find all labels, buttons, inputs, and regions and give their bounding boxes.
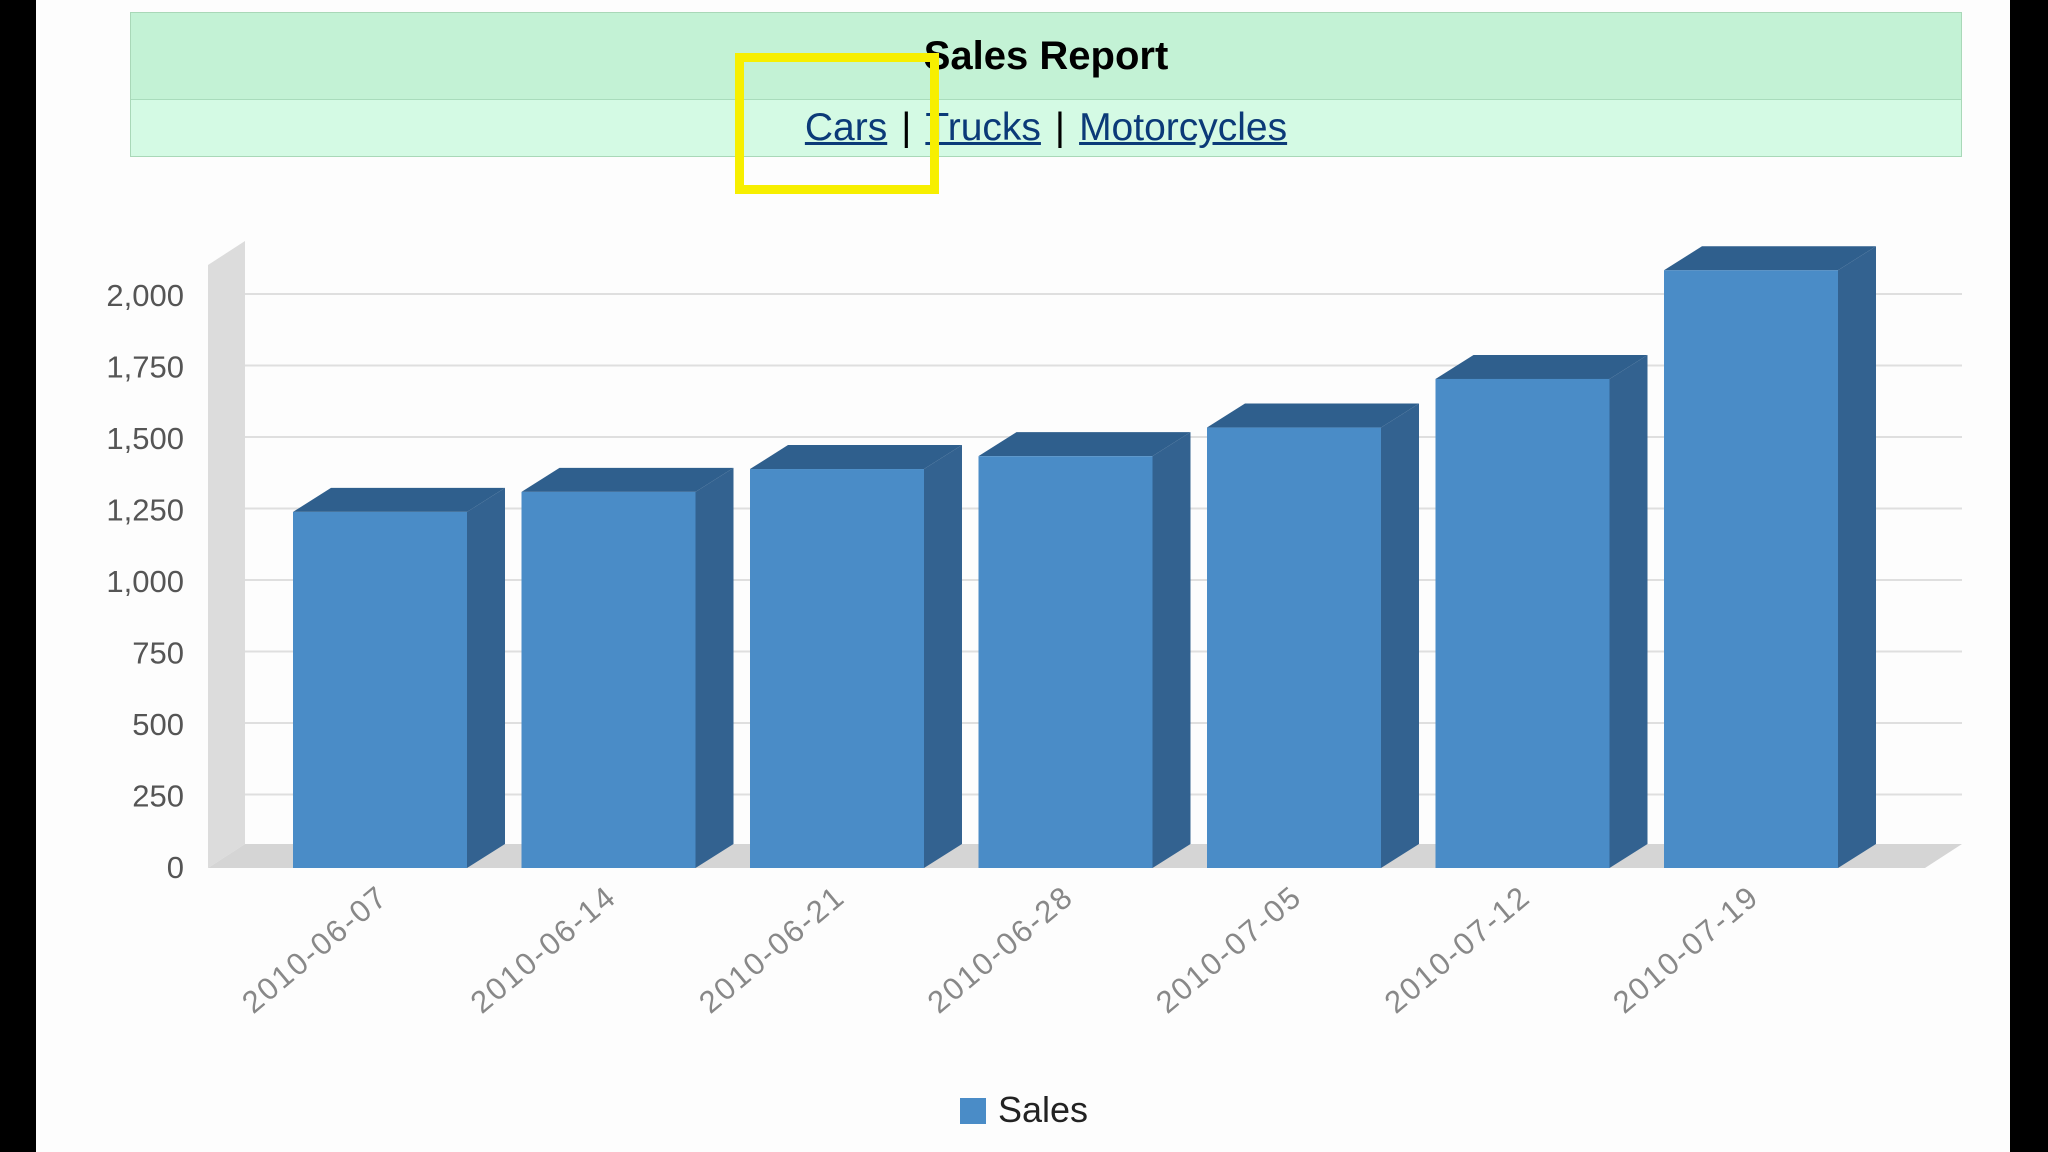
x-tick-label: 2010-07-05 [1149, 879, 1308, 1021]
nav-link-trucks[interactable]: Trucks [925, 106, 1041, 149]
bar-side [467, 487, 505, 868]
legend-swatch [960, 1098, 986, 1124]
bar-side [1838, 246, 1876, 868]
legend-label: Sales [998, 1089, 1088, 1130]
bar-top [1664, 246, 1876, 271]
bar-top [750, 445, 962, 470]
y-tick-label: 1,000 [106, 564, 184, 599]
y-tick-label: 1,750 [106, 350, 184, 385]
x-tick-label: 2010-06-14 [464, 879, 623, 1021]
y-tick-label: 1,250 [106, 493, 184, 528]
y-tick-label: 250 [132, 779, 184, 814]
chart-left-wall [208, 241, 245, 868]
x-tick-label: 2010-06-07 [235, 879, 394, 1021]
bar [750, 469, 924, 868]
bar [978, 456, 1153, 868]
nav-separator: | [901, 106, 912, 149]
title-row: Sales Report [131, 13, 1961, 100]
bar-top [1207, 403, 1419, 428]
bar [1664, 270, 1838, 868]
bar-side [924, 445, 962, 868]
bar-top [1435, 354, 1648, 379]
nav-link-cars[interactable]: Cars [804, 106, 888, 149]
bar-side [1152, 432, 1191, 868]
y-tick-label: 2,000 [106, 278, 184, 313]
nav-separator: | [1054, 106, 1066, 149]
bar [1435, 378, 1610, 868]
page-title: Sales Report [923, 33, 1169, 78]
x-tick-label: 2010-06-28 [921, 879, 1080, 1021]
bar [293, 511, 467, 868]
bar-top [521, 467, 734, 492]
bar-top [978, 432, 1191, 457]
bar-side [695, 467, 734, 868]
x-tick-label: 2010-07-19 [1606, 879, 1765, 1021]
bar-side [1381, 403, 1419, 868]
y-tick-label: 1,500 [106, 421, 184, 456]
bar-top [293, 487, 505, 512]
bar-side [1609, 354, 1648, 868]
y-tick-label: 0 [167, 850, 184, 885]
bar [521, 491, 696, 868]
y-tick-label: 750 [132, 636, 184, 671]
report-nav: Cars | Trucks | Motorcycles [131, 100, 1961, 156]
y-tick-label: 500 [132, 707, 184, 742]
x-tick-label: 2010-07-12 [1378, 879, 1537, 1021]
report-header: Sales Report Cars | Trucks | Motorcycles [130, 12, 1962, 157]
x-tick-label: 2010-06-21 [692, 879, 851, 1021]
nav-link-motorcycles[interactable]: Motorcycles [1079, 106, 1288, 149]
bar [1207, 427, 1381, 868]
